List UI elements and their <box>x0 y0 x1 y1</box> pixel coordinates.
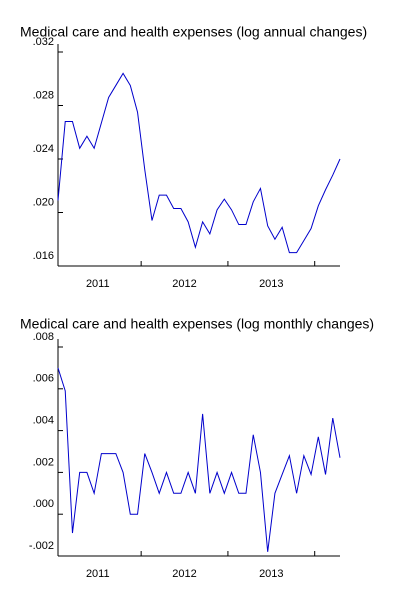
chart-title: Medical care and health expenses (log mo… <box>20 316 374 332</box>
y-tick-label: .002 <box>33 456 54 468</box>
y-tick-label: .008 <box>33 331 54 343</box>
y-tick-label: .000 <box>33 498 54 510</box>
y-tick-label: .032 <box>33 36 54 48</box>
x-tick-label: 2012 <box>172 568 196 580</box>
y-tick-label: .016 <box>33 250 54 262</box>
series-line <box>57 72 341 254</box>
y-tick-label: .028 <box>33 89 54 101</box>
series-line <box>57 367 341 552</box>
x-tick-label: 2013 <box>259 278 283 290</box>
x-tick-label: 2011 <box>86 568 110 580</box>
y-tick-label: .024 <box>33 143 54 155</box>
y-tick-label: .020 <box>33 196 54 208</box>
chart-title: Medical care and health expenses (log an… <box>20 24 367 40</box>
y-tick-label: .006 <box>33 373 54 385</box>
x-tick-label: 2011 <box>86 278 110 290</box>
x-tick-label: 2012 <box>172 278 196 290</box>
y-tick-label: -.002 <box>29 540 54 552</box>
y-tick-label: .004 <box>33 415 54 427</box>
x-tick-label: 2013 <box>259 568 283 580</box>
